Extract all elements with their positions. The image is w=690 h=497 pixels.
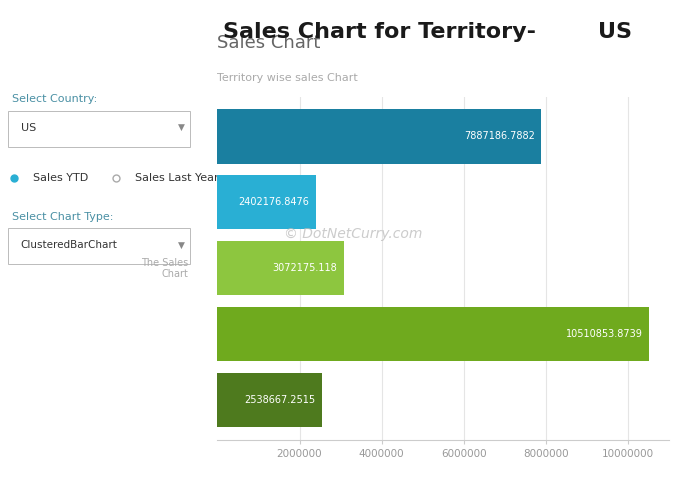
Text: Sales YTD: Sales YTD	[33, 173, 88, 183]
Text: Sales Last Year: Sales Last Year	[135, 173, 218, 183]
Text: Sales Chart for Territory-        US: Sales Chart for Territory- US	[224, 22, 632, 42]
Text: 3072175.118: 3072175.118	[273, 263, 337, 273]
Bar	[217, 175, 316, 230]
FancyBboxPatch shape	[8, 229, 190, 264]
Bar	[217, 307, 649, 361]
Text: Select Chart Type:: Select Chart Type:	[12, 212, 114, 222]
Text: Sales Chart: Sales Chart	[217, 34, 321, 52]
Bar	[217, 242, 344, 295]
Text: ClusteredBarChart: ClusteredBarChart	[21, 240, 117, 250]
Bar	[217, 373, 322, 427]
Text: Select Country:: Select Country:	[12, 94, 98, 104]
Text: The Sales
Chart: The Sales Chart	[141, 257, 188, 279]
Text: 10510853.8739: 10510853.8739	[566, 330, 642, 339]
Text: US: US	[21, 123, 36, 133]
Text: © DotNetCurry.com: © DotNetCurry.com	[284, 227, 422, 241]
Text: 2402176.8476: 2402176.8476	[239, 197, 310, 207]
Text: 7887186.7882: 7887186.7882	[464, 132, 535, 142]
Text: ▼: ▼	[178, 241, 185, 249]
Text: 2538667.2515: 2538667.2515	[244, 395, 315, 405]
Bar	[217, 109, 542, 164]
FancyBboxPatch shape	[8, 111, 190, 147]
Text: ▼: ▼	[178, 123, 185, 132]
Text: Territory wise sales Chart: Territory wise sales Chart	[217, 73, 358, 83]
